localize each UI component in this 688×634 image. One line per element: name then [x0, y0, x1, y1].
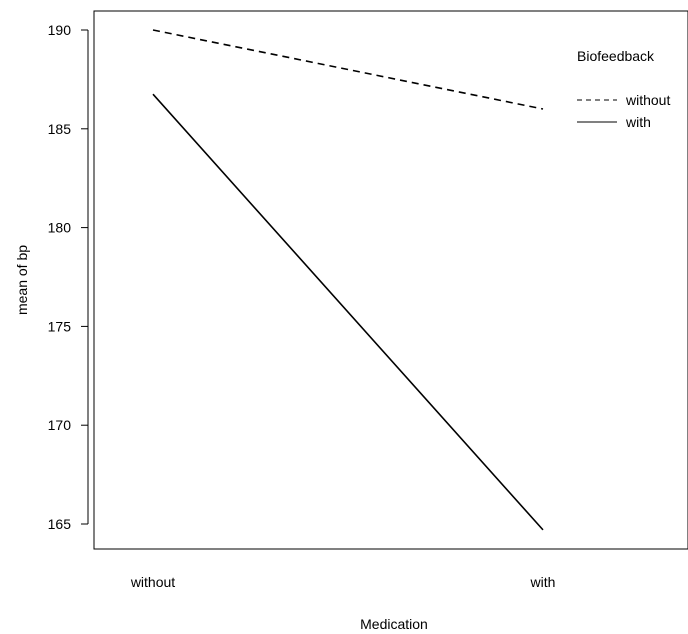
y-tick-label: 165	[48, 516, 72, 532]
y-axis-title: mean of bp	[14, 245, 30, 315]
series-line-with	[152, 93, 544, 531]
series-lines	[152, 29, 544, 531]
y-tick-label: 170	[48, 417, 72, 433]
y-tick-label: 175	[48, 318, 72, 334]
legend-label-without: without	[625, 92, 670, 108]
x-axis: without with	[130, 574, 556, 590]
series-line-without	[152, 29, 544, 110]
x-tick-label: without	[130, 574, 175, 590]
x-axis-title: Medication	[360, 616, 428, 632]
plot-area-box	[93, 10, 688, 550]
x-tick-label: with	[530, 574, 556, 590]
legend: Biofeedback without with	[577, 48, 670, 130]
legend-label-with: with	[625, 114, 651, 130]
legend-title: Biofeedback	[577, 48, 655, 64]
y-tick-label: 190	[48, 22, 72, 38]
y-tick-label: 185	[48, 121, 72, 137]
y-axis: 165 170 175 180 185 190	[48, 22, 89, 532]
y-tick-label: 180	[48, 220, 72, 236]
